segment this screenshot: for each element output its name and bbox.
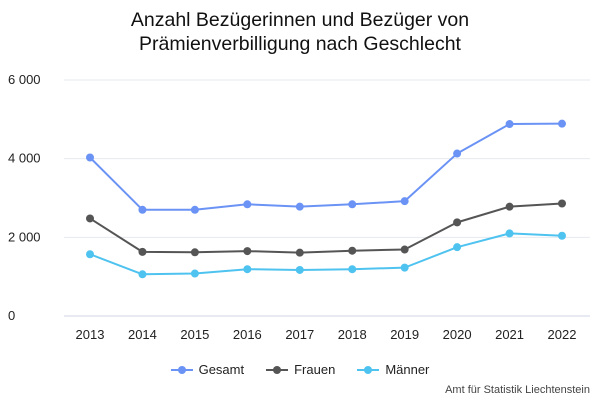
- x-tick-label: 2020: [443, 327, 472, 342]
- data-point-gesamt: [400, 197, 409, 206]
- data-point-frauen: [86, 214, 94, 223]
- data-point-gesamt: [138, 205, 147, 214]
- x-tick-label: 2016: [233, 327, 262, 342]
- data-point-gesamt: [243, 200, 252, 209]
- data-point-m-nner: [558, 231, 566, 240]
- legend-item-gesamt[interactable]: Gesamt: [170, 362, 245, 377]
- legend-label-gesamt: Gesamt: [198, 362, 245, 377]
- data-point-frauen: [295, 248, 304, 257]
- chart-title-line-2: Prämienverbilligung nach Geschlecht: [139, 33, 461, 55]
- data-point-frauen: [453, 218, 462, 227]
- legend-label-frauen: Frauen: [294, 362, 336, 377]
- x-tick-label: 2013: [76, 327, 105, 342]
- data-point-m-nner: [138, 270, 147, 279]
- x-tick-label: 2021: [495, 327, 524, 342]
- chart-title-line-1: Anzahl Bezügerinnen und Bezüger von: [130, 9, 470, 31]
- data-point-m-nner: [295, 265, 304, 274]
- series-line-gesamt: [89, 122, 563, 211]
- data-point-gesamt: [453, 149, 462, 158]
- x-tick-label: 2019: [390, 327, 419, 342]
- data-point-m-nner: [400, 263, 409, 272]
- y-tick-label: 4 000: [8, 151, 41, 166]
- y-axis-ticks: 0 2 000 4 000 6 000: [8, 72, 41, 323]
- series-line-frauen: [89, 202, 563, 254]
- chart-title: Anzahl Bezügerinnen und Bezüger von Präm…: [0, 8, 600, 56]
- data-point-m-nner: [86, 250, 94, 259]
- data-point-gesamt: [190, 205, 199, 214]
- series-group: [86, 119, 566, 279]
- data-point-m-nner: [190, 269, 199, 278]
- x-tick-label: 2017: [285, 327, 314, 342]
- series-line-m-nner: [89, 232, 563, 276]
- legend-item-m-nner[interactable]: Männer: [357, 362, 429, 377]
- data-point-frauen: [505, 202, 514, 211]
- data-point-gesamt: [86, 153, 94, 162]
- legend-swatch-m-nner: [357, 365, 380, 375]
- data-point-frauen: [400, 245, 409, 254]
- data-point-frauen: [558, 199, 566, 208]
- data-point-m-nner: [348, 265, 357, 274]
- x-tick-label: 2022: [548, 327, 577, 342]
- legend: Gesamt Frauen Männer: [0, 362, 600, 377]
- x-tick-label: 2018: [338, 327, 367, 342]
- source-note: Amt für Statistik Liechtenstein: [445, 384, 590, 396]
- legend-item-frauen[interactable]: Frauen: [266, 362, 335, 377]
- data-point-gesamt: [558, 119, 566, 128]
- legend-swatch-frauen: [266, 365, 289, 375]
- legend-swatch-gesamt: [170, 365, 193, 375]
- y-tick-label: 2 000: [8, 229, 41, 244]
- data-point-gesamt: [505, 120, 514, 129]
- data-point-gesamt: [295, 202, 304, 211]
- x-tick-label: 2014: [128, 327, 157, 342]
- data-point-frauen: [348, 246, 357, 255]
- y-tick-label: 6 000: [8, 72, 41, 87]
- y-tick-label: 0: [8, 308, 15, 323]
- x-tick-label: 2015: [180, 327, 209, 342]
- data-point-frauen: [243, 247, 252, 256]
- data-point-m-nner: [243, 265, 252, 274]
- x-axis-ticks: 2013 2014 2015 2016 2017 2018 2019 2020 2021 2022: [76, 327, 577, 342]
- data-point-m-nner: [505, 229, 514, 238]
- data-point-m-nner: [453, 243, 462, 252]
- gridlines: [64, 79, 590, 317]
- data-point-frauen: [190, 248, 199, 257]
- data-point-frauen: [138, 247, 147, 256]
- legend-label-m-nner: Männer: [385, 362, 430, 377]
- data-point-gesamt: [348, 200, 357, 209]
